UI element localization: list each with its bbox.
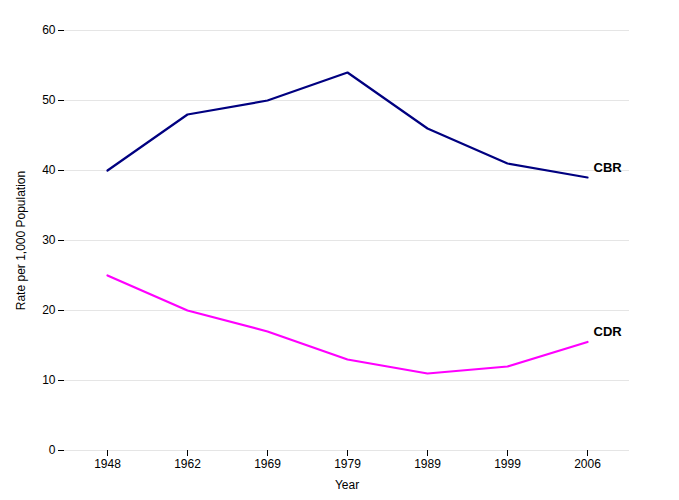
svg-text:1962: 1962	[174, 457, 201, 471]
svg-text:20: 20	[42, 303, 56, 317]
svg-text:10: 10	[42, 373, 56, 387]
svg-text:CDR: CDR	[594, 324, 623, 339]
svg-text:1948: 1948	[94, 457, 121, 471]
svg-text:40: 40	[42, 163, 56, 177]
svg-text:0: 0	[49, 443, 56, 457]
svg-text:1969: 1969	[254, 457, 281, 471]
svg-text:30: 30	[42, 233, 56, 247]
svg-text:CBR: CBR	[594, 160, 623, 175]
svg-text:Year: Year	[335, 478, 359, 492]
svg-text:Rate per 1,000 Population: Rate per 1,000 Population	[14, 171, 28, 310]
svg-text:50: 50	[42, 93, 56, 107]
svg-text:1979: 1979	[334, 457, 361, 471]
svg-text:2006: 2006	[574, 457, 601, 471]
svg-text:1999: 1999	[494, 457, 521, 471]
svg-text:1989: 1989	[414, 457, 441, 471]
svg-text:60: 60	[42, 23, 56, 37]
